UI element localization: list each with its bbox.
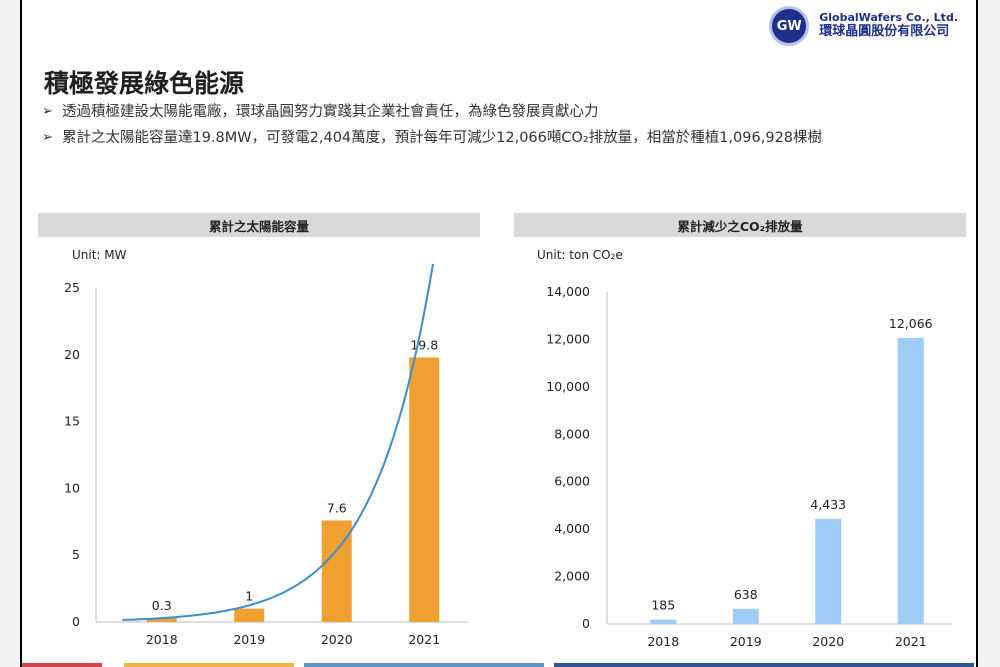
y-tick-label: 14,000 <box>546 284 590 299</box>
x-tick-label: 2018 <box>146 632 178 647</box>
logo-text: GlobalWafers Co., Ltd. 環球晶圓股份有限公司 <box>819 12 958 40</box>
x-tick-label: 2020 <box>321 632 353 647</box>
co2-unit-label: Unit: ton CO₂e <box>537 248 623 262</box>
y-tick-label: 20 <box>64 347 80 362</box>
x-tick-label: 2019 <box>233 632 265 647</box>
bar-2018 <box>146 617 177 622</box>
bullet-text: 透過積極建設太陽能電廠，環球晶圓努力實踐其企業社會責任，為綠色發展貢獻心力 <box>62 104 599 120</box>
data-label: 4,433 <box>810 497 846 512</box>
y-tick-label: 4,000 <box>554 521 590 536</box>
y-tick-label: 0 <box>72 614 80 629</box>
solar-unit-label: Unit: MW <box>72 248 127 262</box>
bullet-item: ➢ 累計之太陽能容量達19.8MW，可發電2,404萬度，預計每年可減少12,0… <box>42 128 972 148</box>
bar-2020 <box>815 518 842 624</box>
slide: GW GlobalWafers Co., Ltd. 環球晶圓股份有限公司 積極發… <box>20 0 978 667</box>
y-tick-label: 10,000 <box>546 379 590 394</box>
data-label: 7.6 <box>327 500 347 515</box>
data-label: 638 <box>734 587 758 602</box>
y-tick-label: 10 <box>64 480 80 495</box>
arrow-bullet-icon: ➢ <box>42 104 53 119</box>
co2-reduction-chart-title: 累計減少之CO₂排放量 <box>514 213 966 237</box>
bar-2021 <box>409 357 440 622</box>
data-label: 1 <box>245 589 253 604</box>
bullet-text: 累計之太陽能容量達19.8MW，可發電2,404萬度，預計每年可減少12,066… <box>62 130 823 146</box>
x-tick-label: 2021 <box>895 634 927 649</box>
x-tick-label: 2019 <box>730 634 762 649</box>
company-logo: GW GlobalWafers Co., Ltd. 環球晶圓股份有限公司 <box>769 6 958 46</box>
x-tick-label: 2020 <box>812 634 844 649</box>
y-tick-label: 6,000 <box>554 474 590 489</box>
exponential-trendline <box>122 263 434 621</box>
bottom-color-strip <box>22 663 976 667</box>
bar-2019 <box>234 608 265 622</box>
x-tick-label: 2018 <box>647 634 679 649</box>
y-tick-label: 0 <box>582 616 590 631</box>
x-tick-label: 2021 <box>408 632 440 647</box>
arrow-bullet-icon: ➢ <box>42 130 53 145</box>
data-label: 0.3 <box>152 598 172 613</box>
solar-capacity-chart-title: 累計之太陽能容量 <box>38 213 480 237</box>
bar-2019 <box>732 608 759 624</box>
bar-2018 <box>650 619 677 624</box>
data-label: 185 <box>651 598 675 613</box>
y-tick-label: 12,000 <box>546 331 590 346</box>
data-label: 12,066 <box>889 316 933 331</box>
slide-title: 積極發展綠色能源 <box>44 69 245 98</box>
bullet-list: ➢ 透過積極建設太陽能電廠，環球晶圓努力實踐其企業社會責任，為綠色發展貢獻心力 … <box>42 102 972 154</box>
gw-logo-icon: GW <box>769 6 810 46</box>
bullet-item: ➢ 透過積極建設太陽能電廠，環球晶圓努力實踐其企業社會責任，為綠色發展貢獻心力 <box>42 102 972 122</box>
co2-reduction-chart: 0 2,000 4,000 6,000 8,000 10,000 12,000 14,000 1… <box>546 284 952 649</box>
y-tick-label: 2,000 <box>554 569 590 584</box>
y-tick-label: 15 <box>64 414 80 429</box>
logo-name-en: GlobalWafers Co., Ltd. <box>819 11 958 25</box>
logo-name-zh: 環球晶圓股份有限公司 <box>819 23 950 39</box>
y-tick-label: 5 <box>72 547 80 562</box>
y-tick-label: 8,000 <box>554 426 590 441</box>
y-tick-label: 25 <box>64 280 80 295</box>
bar-2021 <box>897 337 924 624</box>
